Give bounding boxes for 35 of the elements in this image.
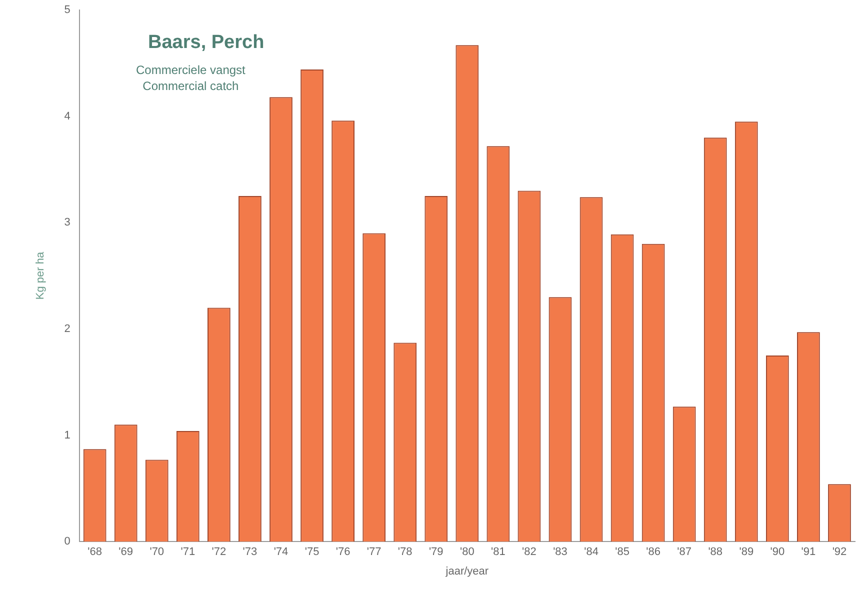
x-tick-label: '69 (118, 546, 134, 558)
x-tick-label: '70 (150, 546, 164, 558)
y-tick-label: 2 (64, 322, 70, 335)
x-tick-label: '81 (491, 546, 506, 558)
y-tick-label: 1 (64, 429, 70, 442)
x-tick-label: '79 (428, 546, 444, 558)
y-tick-label: 3 (64, 216, 70, 229)
x-tick-label: '88 (708, 546, 723, 558)
x-tick-label: '87 (677, 546, 692, 558)
y-tick-label: 0 (64, 536, 70, 548)
text: Commerciele vangst Commercial catch (136, 62, 246, 94)
y-axis-title: Kg per ha (34, 251, 47, 300)
x-tick-label: '91 (801, 546, 816, 558)
x-tick-label: '82 (522, 546, 536, 558)
x-tick-label: '85 (615, 546, 630, 558)
x-tick-label: '76 (336, 546, 350, 558)
x-tick-label: '83 (553, 546, 568, 558)
x-tick-label: '90 (770, 546, 785, 558)
x-tick-label: '68 (88, 546, 102, 558)
x-tick-label: '71 (180, 546, 196, 558)
text: Baars, Perch (148, 32, 264, 54)
x-tick-label: '84 (584, 546, 598, 558)
y-tick-label: 4 (64, 110, 70, 122)
x-tick-label: '80 (460, 546, 474, 558)
y-tick-label: 5 (64, 4, 70, 16)
x-tick-label: '75 (304, 546, 320, 558)
x-tick-label: '74 (274, 546, 288, 558)
x-tick-label: '72 (212, 546, 226, 558)
x-tick-label: '78 (398, 546, 412, 558)
x-tick-label: '73 (242, 546, 258, 558)
x-tick-label: '89 (739, 546, 754, 558)
x-tick-label: '92 (832, 546, 847, 558)
x-tick-label: '77 (366, 546, 382, 558)
x-axis-title: jaar/year (444, 565, 489, 578)
x-tick-label: '86 (646, 546, 660, 558)
